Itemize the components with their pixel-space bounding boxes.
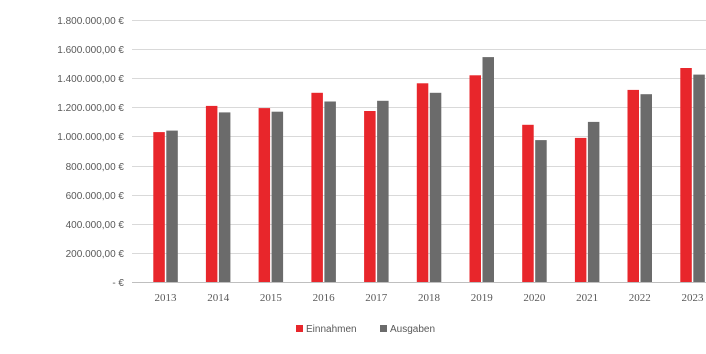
- y-tick-label: - €: [112, 278, 124, 289]
- bar-einnahmen-2023: [680, 68, 692, 282]
- bar-ausgaben-2022: [640, 94, 652, 282]
- legend-swatch-ausgaben: [380, 325, 387, 332]
- legend-label-einnahmen: Einnahmen: [306, 324, 357, 335]
- y-tick-label: 400.000,00 €: [66, 220, 125, 231]
- x-tick-label: 2014: [207, 292, 230, 304]
- x-tick-label: 2023: [682, 292, 705, 304]
- x-tick-label: 2021: [576, 292, 598, 304]
- y-tick-label: 1.600.000,00 €: [57, 45, 124, 56]
- bar-ausgaben-2014: [218, 112, 231, 283]
- bar-einnahmen-2016: [311, 92, 323, 282]
- legend-label-ausgaben: Ausgaben: [390, 324, 435, 335]
- y-tick-label: 1.000.000,00 €: [57, 132, 124, 143]
- bar-einnahmen-2019: [469, 75, 481, 282]
- bar-einnahmen-2013: [153, 132, 165, 282]
- y-tick-label: 600.000,00 €: [66, 191, 125, 202]
- x-tick-label: 2020: [523, 292, 546, 304]
- x-tick-label: 2018: [418, 292, 441, 304]
- x-tick-label: 2022: [629, 292, 651, 304]
- y-tick-label: 1.800.000,00 €: [57, 16, 124, 27]
- bar-ausgaben-2016: [324, 101, 336, 282]
- y-tick-label: 200.000,00 €: [66, 249, 125, 260]
- y-tick-label: 1.400.000,00 €: [57, 74, 124, 85]
- x-tick-label: 2015: [260, 292, 283, 304]
- x-tick-label: 2017: [365, 292, 388, 304]
- y-tick-label: 1.200.000,00 €: [57, 103, 124, 114]
- y-tick-label: 800.000,00 €: [66, 162, 125, 173]
- x-tick-label: 2019: [471, 292, 494, 304]
- legend-swatch-einnahmen: [296, 325, 303, 332]
- x-tick-label: 2013: [155, 292, 178, 304]
- bar-einnahmen-2022: [627, 89, 639, 283]
- bar-einnahmen-2015: [258, 108, 271, 282]
- bar-ausgaben-2021: [587, 121, 600, 283]
- bar-ausgaben-2020: [535, 140, 547, 282]
- bar-einnahmen-2021: [574, 137, 587, 282]
- bar-einnahmen-2020: [522, 124, 534, 282]
- bar-ausgaben-2019: [482, 57, 494, 282]
- bar-einnahmen-2017: [364, 111, 376, 282]
- bar-einnahmen-2018: [416, 83, 429, 282]
- bar-ausgaben-2017: [377, 100, 389, 282]
- bar-ausgaben-2023: [693, 74, 705, 282]
- bar-einnahmen-2014: [205, 105, 218, 283]
- x-tick-label: 2016: [313, 292, 336, 304]
- bar-ausgaben-2013: [166, 130, 178, 282]
- bar-ausgaben-2015: [271, 111, 284, 282]
- bar-ausgaben-2018: [429, 92, 442, 282]
